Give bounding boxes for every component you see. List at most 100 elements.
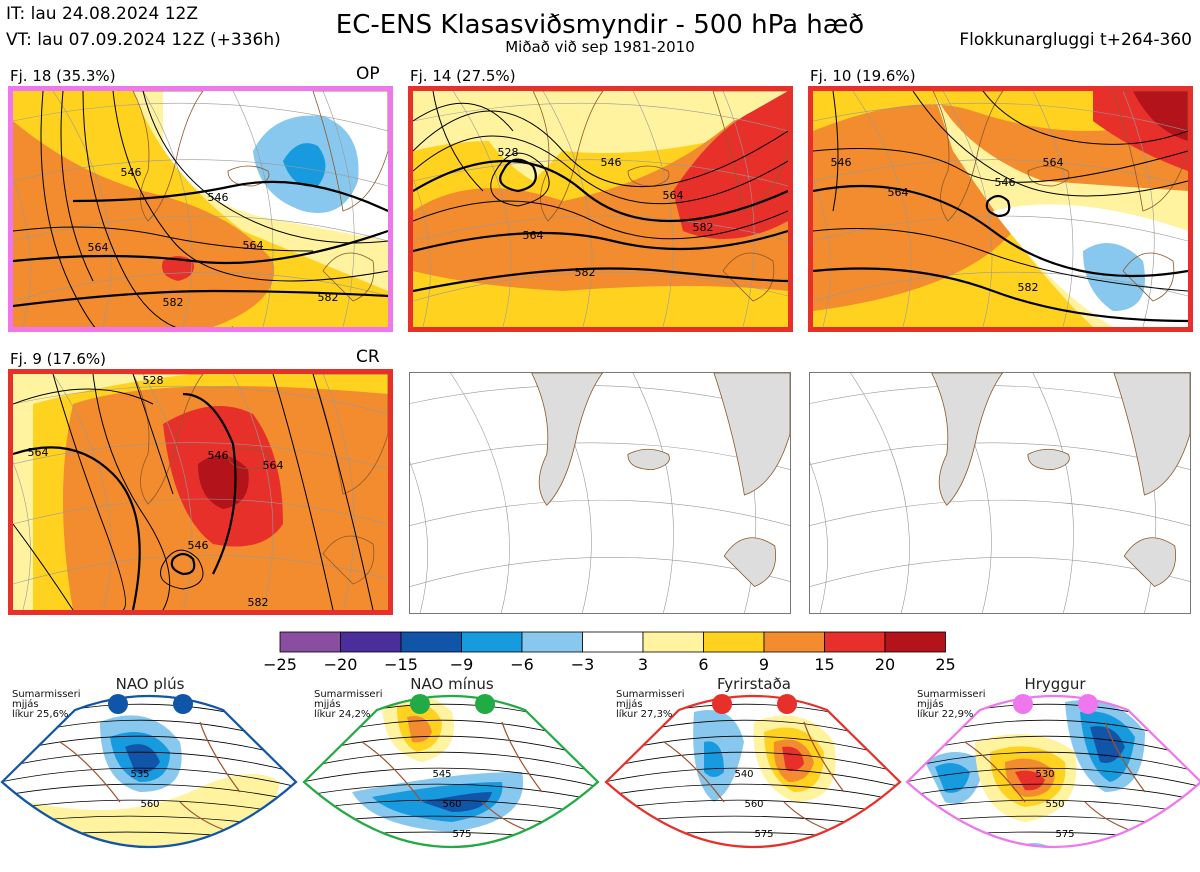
height-contour xyxy=(13,289,388,308)
meridian-line xyxy=(322,91,355,327)
meridian-line xyxy=(810,461,829,613)
regime-contour xyxy=(2,767,296,788)
regime-name: NAO plús xyxy=(115,675,185,693)
regime-mean: mjjás xyxy=(314,699,341,710)
anomaly-fill xyxy=(162,256,194,281)
regime-anomaly-fill xyxy=(125,744,160,774)
regime-name: NAO mínus xyxy=(410,675,494,693)
regime-mean: mjjás xyxy=(616,699,643,710)
anomaly-fill xyxy=(13,121,275,327)
panel-svg: 528 546 564 564 582 582 xyxy=(413,91,788,327)
regime-contour xyxy=(907,751,1200,774)
panel-svg: 546 546 564 564 582 582 xyxy=(13,91,388,327)
contour-label: 564 xyxy=(663,189,684,202)
regime-contour xyxy=(2,799,296,816)
contour-label: 546 xyxy=(831,156,852,169)
page-subtitle: Miðað við sep 1981-2010 xyxy=(505,38,695,56)
regime-marker-left xyxy=(1013,694,1033,714)
coastline xyxy=(132,91,204,222)
contour-label: 582 xyxy=(163,296,184,309)
parallel-line xyxy=(810,499,1190,526)
height-contour xyxy=(432,91,484,192)
parallel-line xyxy=(413,159,788,187)
height-contour xyxy=(272,374,334,610)
contour-label: 582 xyxy=(693,221,714,234)
height-contour xyxy=(132,374,174,495)
colorbar-segment xyxy=(582,631,644,653)
regime-anomaly-fill xyxy=(422,792,492,812)
empty-map-6 xyxy=(809,372,1191,614)
parallel-line xyxy=(13,215,388,242)
meridian-line xyxy=(142,374,193,610)
regime-marker-right xyxy=(1078,694,1098,714)
meridian-line xyxy=(850,373,910,613)
regime-contour xyxy=(606,783,900,802)
colorbar-tick-label: 20 xyxy=(874,655,896,674)
regime-contour xyxy=(606,767,900,788)
cluster-map-1: 546 546 564 564 582 582 xyxy=(8,86,393,332)
colorbar-tick-label: −3 xyxy=(570,655,595,674)
height-contour xyxy=(92,374,171,610)
height-contour xyxy=(13,226,314,252)
panel-tag-4: CR xyxy=(356,347,380,367)
height-contour xyxy=(170,552,196,576)
contour-label: 564 xyxy=(888,186,909,199)
meridian-line xyxy=(813,178,831,327)
contour-label: 546 xyxy=(208,191,229,204)
coastline xyxy=(1123,537,1176,588)
meridian-line xyxy=(542,91,593,327)
height-contour xyxy=(413,102,514,132)
height-contour xyxy=(13,523,74,610)
meridian-line xyxy=(852,91,912,327)
regime-contour-label: 560 xyxy=(442,799,461,810)
regime-season: Sumarmisseri xyxy=(616,689,685,700)
height-contour xyxy=(112,91,388,282)
height-contour xyxy=(982,91,1188,145)
panel-label-3: Fj. 10 (19.6%) xyxy=(810,67,916,85)
page-title: EC-ENS Klasasviðsmyndir - 500 hPa hæð xyxy=(335,10,865,40)
meridian-line xyxy=(410,461,429,613)
coastline xyxy=(532,91,604,222)
colorbar-tick-label: 9 xyxy=(758,655,770,674)
coastline xyxy=(227,165,270,187)
meridian-line xyxy=(1032,373,1074,613)
colorbar-tick-label: 3 xyxy=(637,655,649,674)
regime-contour xyxy=(606,751,900,774)
regime-contour-label: 575 xyxy=(452,829,471,840)
height-contour xyxy=(413,267,788,293)
height-contour xyxy=(142,91,388,244)
height-contour xyxy=(413,159,788,223)
regime-anomaly-fill xyxy=(1090,726,1125,763)
regime-anomaly-fill xyxy=(782,746,804,772)
coastline xyxy=(1027,448,1070,471)
panel-svg xyxy=(810,373,1190,613)
parallel-line xyxy=(413,215,788,242)
contour-label: 546 xyxy=(601,156,622,169)
valid-time: VT: lau 07.09.2024 12Z (+336h) xyxy=(6,30,281,50)
regime-map: 540 560 575 xyxy=(604,694,902,848)
contour-label: 546 xyxy=(995,176,1016,189)
height-contour xyxy=(52,374,126,610)
meridian-line xyxy=(322,374,355,610)
colorbar-tick-label: 6 xyxy=(698,655,709,674)
coastline xyxy=(132,374,204,505)
parallel-line xyxy=(13,442,388,470)
contour-label: 564 xyxy=(523,229,544,242)
parallel-line xyxy=(413,102,788,132)
coastline xyxy=(932,91,1004,222)
coastline xyxy=(322,535,375,585)
parallel-line xyxy=(810,442,1190,470)
parallel-line xyxy=(410,499,790,526)
regime-map: 535 560 xyxy=(0,694,298,848)
regime-contour-label: 560 xyxy=(140,799,159,810)
regime-contour-label: 575 xyxy=(1055,829,1074,840)
regime-prob: líkur 24,2% xyxy=(314,709,371,720)
regime-contour-label: 550 xyxy=(1045,799,1064,810)
panel-svg xyxy=(410,373,790,613)
regime-contour xyxy=(304,783,598,802)
coastline xyxy=(931,373,1004,506)
height-contour xyxy=(413,110,788,187)
colorbar-segment xyxy=(340,631,402,653)
height-contour xyxy=(413,229,788,253)
contour-label: 582 xyxy=(248,596,269,609)
